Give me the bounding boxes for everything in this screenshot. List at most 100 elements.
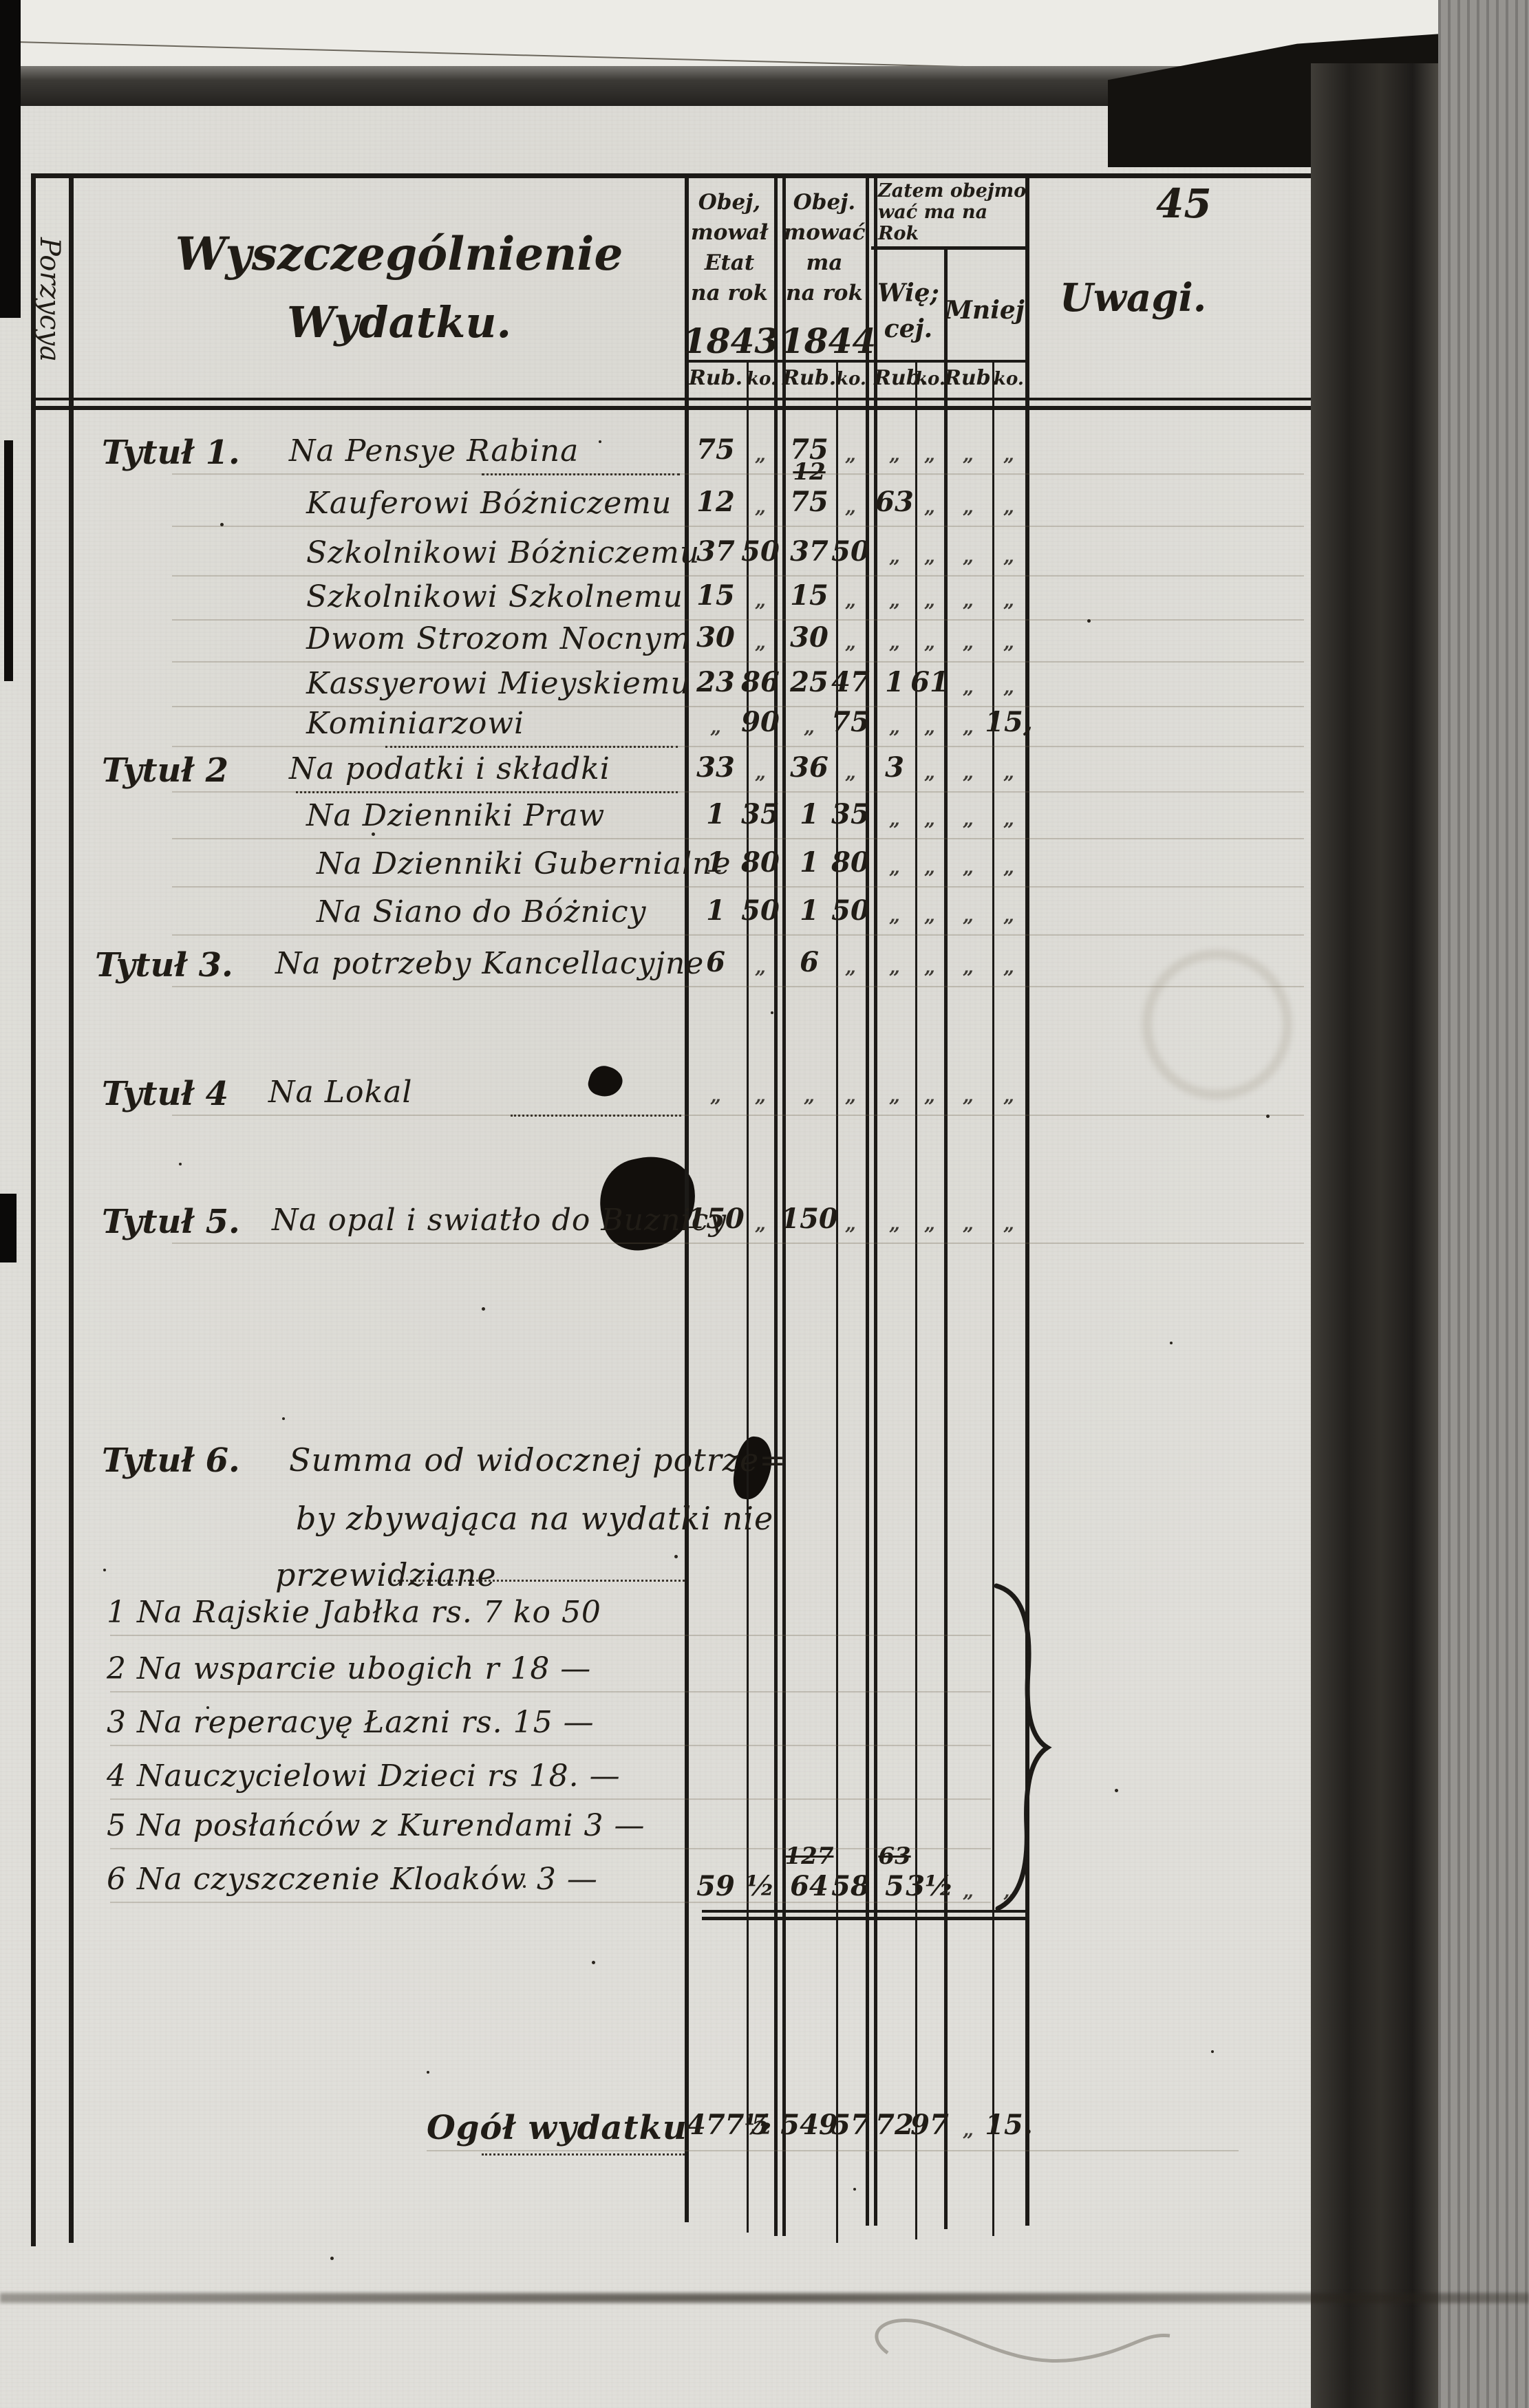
cell-row5-wiecej-ko: „ — [923, 631, 936, 654]
paper-speck — [206, 1706, 209, 1709]
cell-row5-1844-rub: 30 — [790, 621, 828, 654]
cell-row11-wiecej-ko: „ — [923, 904, 936, 927]
row-ruling-line — [172, 986, 1304, 987]
col-line-1843-right — [774, 173, 778, 2236]
subheader-ko-1: ko. — [836, 369, 866, 389]
cell-row8-1844-rub: 36 — [790, 751, 828, 784]
cell-row11-mniej-ko: „ — [1003, 904, 1015, 927]
row-ruling-line — [172, 473, 1304, 475]
cell-row12-mniej-rub: „ — [962, 956, 974, 978]
row-ruling-line — [172, 619, 1304, 621]
cell-row11-1844-ko: 50 — [831, 894, 870, 927]
cell-row1-1843-rub: 75 — [696, 433, 735, 466]
item-ruling-line — [110, 1745, 991, 1746]
cell-tytul6-total-1844-rub: 64 127 — [784, 1842, 834, 1902]
table-top-border — [31, 173, 1311, 178]
col-line-porzycya — [69, 173, 74, 2243]
cell-row9-1844-ko: 35 — [831, 798, 870, 830]
cell-row1-1843-ko: „ — [754, 443, 767, 466]
subheader-ko-2: ko. — [915, 369, 945, 389]
cell-row4-wiecej-rub: „ — [888, 589, 901, 612]
subheader-rub-3: Rub. — [944, 366, 998, 390]
cell-row13-wiecej-ko: „ — [923, 1084, 936, 1107]
cell-ogol-wiecej-ko: 97 — [910, 2109, 949, 2141]
paper-speck — [220, 523, 224, 526]
cell-row2-1843-rub: 12 — [696, 486, 735, 518]
cell-row2-wiecej-ko: „ — [923, 495, 936, 518]
zatem-box-bottom — [871, 246, 1028, 250]
cell-row10-mniej-rub: „ — [962, 856, 974, 879]
item-ruling-line — [110, 1635, 991, 1636]
tytul6-line2: by zbywająca na wydatki nie — [296, 1500, 774, 1537]
cell-row2-correction: 12 — [793, 458, 826, 486]
cell-row12-1843-rub: 6 — [706, 946, 725, 978]
paper-speck — [1266, 1115, 1270, 1118]
col-line-mniej-rubko — [992, 360, 994, 2236]
cell-row13-1844-rub: „ — [803, 1084, 815, 1107]
tytul6-item-6: 6 Na czyszczenie Kloaków 3 — — [107, 1862, 598, 1897]
row-description: Kominiarzowi — [306, 706, 525, 741]
cell-tytul6-total-mniej-ko: „ — [1003, 1880, 1015, 1902]
dotted-leader-5 — [482, 2153, 685, 2156]
dotted-leader-3 — [511, 1115, 681, 1117]
cell-row7-1843-rub: „ — [709, 716, 722, 738]
cell-ogol-1843-ko: 5 — [751, 2109, 770, 2141]
cell-row13-1843-ko: „ — [754, 1084, 767, 1107]
year-1843: 1843 — [683, 321, 779, 361]
cell-row7-wiecej-rub: „ — [888, 716, 901, 738]
paper-speck — [599, 440, 601, 443]
item-ruling-line — [110, 1902, 991, 1903]
row-tytul-label: Tytuł 5. — [102, 1203, 240, 1241]
cell-row8-wiecej-rub: 3 — [885, 751, 904, 784]
cell-row6-wiecej-ko: 61 — [910, 666, 949, 698]
cell-row7-mniej-rub: „ — [962, 716, 974, 738]
paper-speck — [330, 2257, 334, 2260]
cell-row8-1844-ko: „ — [844, 761, 857, 784]
cell-row14-1843-rub: 150 — [687, 1203, 745, 1235]
cell-row13-1843-rub: „ — [709, 1084, 722, 1107]
row-description: Na Dzienniki Praw — [306, 798, 606, 833]
cell-tytul6-total-wiecej-rub: 5 63 — [878, 1842, 911, 1902]
dotted-leader-2 — [296, 791, 678, 793]
ogol-ruling-line — [427, 2150, 1239, 2151]
col-line-desc-right — [685, 173, 689, 2222]
row-ruling-line — [172, 838, 1304, 839]
item-ruling-line — [110, 1848, 991, 1849]
subheader-ko-0: ko. — [747, 369, 777, 389]
row-ruling-line — [172, 575, 1304, 577]
cell-row13-1844-ko: „ — [844, 1084, 857, 1107]
cell-row13-mniej-ko: „ — [1003, 1084, 1015, 1107]
col-line-1843-rubko — [747, 360, 749, 2233]
cell-row14-wiecej-ko: „ — [923, 1212, 936, 1235]
cell-row12-mniej-ko: „ — [1003, 956, 1015, 978]
col-line-uwagi-left — [1025, 173, 1029, 2226]
cell-ogol-1844-ko: 57 — [831, 2109, 870, 2141]
header-bottom-line1 — [31, 398, 1311, 400]
tytul6-item-3: 3 Na reperacyę Łazni rs. 15 — — [107, 1705, 595, 1740]
cell-row6-1844-rub: 25 — [790, 666, 828, 698]
binding-shadow-lower — [0, 1194, 17, 1262]
cell-tytul6-total-1843-ko: ½ — [746, 1870, 775, 1902]
cell-row13-wiecej-rub: „ — [888, 1084, 901, 1107]
cell-row6-mniej-ko: „ — [1003, 676, 1015, 698]
row-description: Kassyerowi Mieyskiemu — [306, 666, 691, 701]
cell-row14-1844-ko: „ — [844, 1212, 857, 1235]
cell-row6-1843-rub: 23 — [696, 666, 735, 698]
cell-row12-1844-ko: „ — [844, 956, 857, 978]
cell-tytul6-total-wiecej-ko: 3½ — [906, 1870, 954, 1902]
cell-row4-wiecej-ko: „ — [923, 589, 936, 612]
paper-speck — [427, 2071, 429, 2074]
row-tytul-label: Tytuł 2 — [102, 751, 228, 790]
cell-row8-1843-rub: 33 — [696, 751, 735, 784]
cell-row9-1844-rub: 1 — [800, 798, 819, 830]
cell-row10-1844-rub: 1 — [800, 846, 819, 879]
cell-row12-wiecej-rub: „ — [888, 956, 901, 978]
page-stack-edge — [1311, 63, 1438, 2408]
item-ruling-line — [110, 1691, 991, 1692]
cell-row5-mniej-rub: „ — [962, 631, 974, 654]
tytul6-line1: Summa od widocznej potrze= — [289, 1441, 787, 1479]
tytul6-label: Tytuł 6. — [102, 1441, 240, 1480]
